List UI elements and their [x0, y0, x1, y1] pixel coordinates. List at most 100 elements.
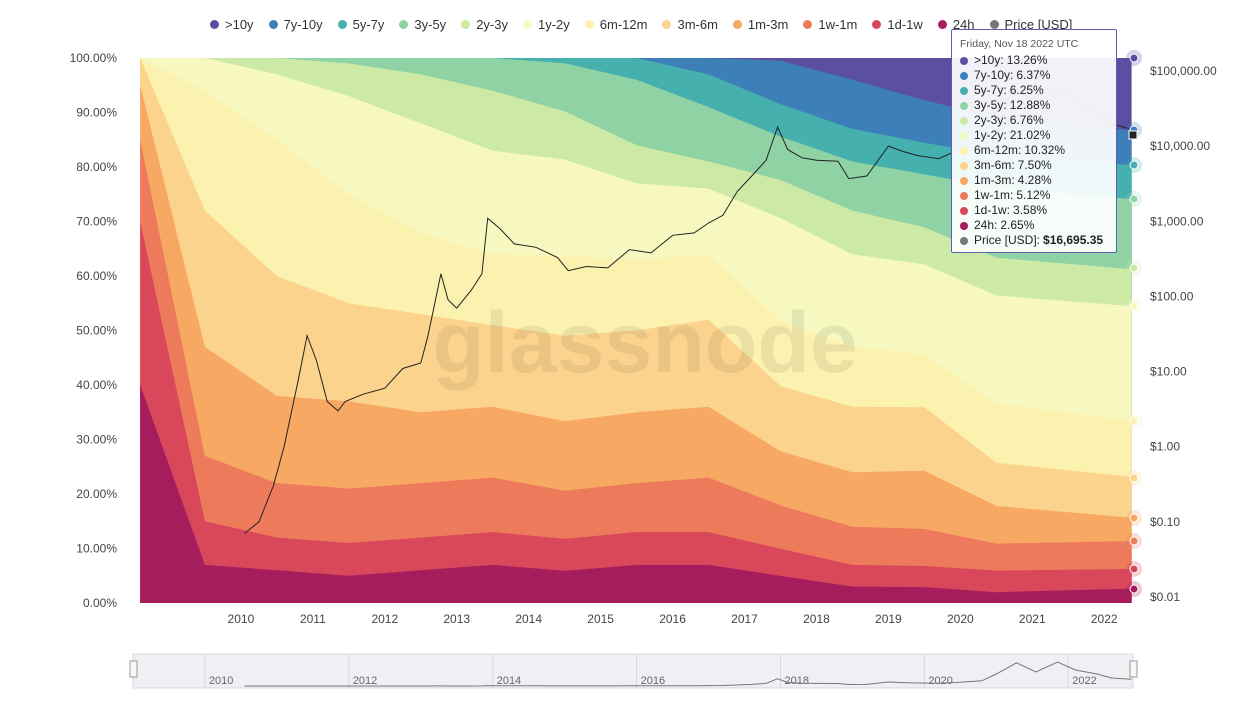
legend-item[interactable]: 1d-1w — [872, 17, 923, 32]
area-1w-1m — [140, 139, 1132, 604]
legend-dot-icon — [522, 20, 532, 29]
y-right-tick-label: $1.00 — [1150, 440, 1180, 454]
price-end-marker — [1128, 130, 1138, 140]
series-end-marker — [1129, 584, 1139, 594]
tooltip-row: 1y-2y: 21.02% — [960, 128, 1108, 143]
legend-item[interactable]: Price [USD] — [989, 17, 1072, 32]
y-left-tick-label: 40.00% — [76, 378, 117, 392]
legend-label: 1m-3m — [747, 17, 789, 32]
navigator-tick-label: 2014 — [497, 675, 521, 687]
tooltip-row: 6m-12m: 10.32% — [960, 143, 1108, 158]
y-left-tick-label: 80.00% — [76, 160, 117, 174]
tooltip-dot-icon — [960, 176, 968, 185]
y-right-tick-label: $0.01 — [1150, 590, 1180, 604]
tooltip-value: 6.37% — [1016, 68, 1051, 82]
x-tick-label: 2020 — [947, 612, 974, 626]
tooltip-dot-icon — [960, 146, 968, 155]
price-line — [244, 87, 1132, 534]
tooltip-row: 3m-6m: 7.50% — [960, 158, 1108, 173]
legend-item[interactable]: 1m-3m — [732, 17, 789, 32]
tooltip-dot-icon — [960, 56, 968, 65]
legend-label: 3m-6m — [677, 17, 718, 32]
tooltip-label: 1m-3m: — [974, 173, 1015, 187]
y-right-tick-label: $100.00 — [1150, 289, 1194, 303]
x-tick-label: 2022 — [1091, 612, 1118, 626]
legend-item[interactable]: >10y — [210, 17, 254, 32]
legend-item[interactable]: 24h — [937, 17, 975, 32]
tooltip-row: 1m-3m: 4.28% — [960, 173, 1108, 188]
x-tick-label: 2014 — [515, 612, 542, 626]
y-left-tick-label: 0.00% — [83, 596, 117, 610]
x-tick-label: 2019 — [875, 612, 902, 626]
tooltip-dot-icon — [960, 101, 968, 110]
series-end-marker — [1129, 194, 1139, 204]
chart-legend: >10y 7y-10y 5y-7y 3y-5y 2y-3y 1y-2y 6m-12m 3m-6… — [210, 17, 1072, 32]
navigator-tick-label: 2016 — [641, 675, 665, 687]
navigator-right-handle[interactable] — [1129, 660, 1138, 678]
y-left-tick-label: 100.00% — [70, 51, 118, 65]
navigator-tick-label: 2012 — [353, 675, 377, 687]
tooltip-value: 6.25% — [1009, 83, 1044, 97]
legend-dot-icon — [268, 20, 278, 29]
tooltip-value: 10.32% — [1024, 143, 1066, 157]
y-right-tick-label: $100,000.00 — [1150, 64, 1217, 78]
legend-dot-icon — [803, 20, 813, 29]
legend-dot-icon — [989, 20, 999, 29]
tooltip-dot-icon — [960, 161, 968, 170]
y-left-tick-label: 20.00% — [76, 487, 117, 501]
legend-label: 3y-5y — [414, 17, 447, 32]
legend-item[interactable]: 3y-5y — [399, 17, 446, 32]
x-tick-label: 2021 — [1019, 612, 1046, 626]
legend-dot-icon — [461, 20, 471, 29]
y-right-tick-label: $1,000.00 — [1150, 214, 1204, 228]
legend-item[interactable]: 2y-3y — [461, 17, 508, 32]
legend-label: 1y-2y — [537, 17, 570, 32]
y-left-tick-label: 10.00% — [76, 542, 117, 556]
y-left-tick-label: 30.00% — [76, 433, 117, 447]
legend-label: >10y — [225, 17, 254, 32]
tooltip-dot-icon — [960, 116, 968, 125]
x-tick-label: 2011 — [300, 612, 326, 626]
tooltip-row: 3y-5y: 12.88% — [960, 98, 1108, 113]
tooltip-value: 21.02% — [1009, 128, 1051, 142]
watermark: glassnode — [432, 295, 857, 391]
navigator-left-handle[interactable] — [129, 660, 138, 678]
legend-item[interactable]: 5y-7y — [337, 17, 384, 32]
tooltip-date: Friday, Nov 18 2022 UTC — [960, 38, 1079, 50]
series-end-marker — [1129, 473, 1139, 483]
tooltip-label: 1d-1w: — [974, 203, 1011, 217]
tooltip-rows: >10y: 13.26% 7y-10y: 6.37% 5y-7y: 6.25% 3y-5y:… — [960, 53, 1108, 248]
tooltip-row: 2y-3y: 6.76% — [960, 113, 1108, 128]
series-end-marker — [1129, 564, 1139, 574]
navigator-tick-label: 2018 — [784, 675, 808, 687]
tooltip-value: 2.65% — [1000, 218, 1035, 232]
tooltip-value: 12.88% — [1009, 98, 1051, 112]
y-right-tick-label: $10.00 — [1150, 365, 1187, 379]
legend-item[interactable]: 7y-10y — [268, 17, 323, 32]
series-end-marker — [1129, 513, 1139, 523]
navigator-track — [132, 653, 1134, 689]
legend-dot-icon — [872, 20, 882, 29]
y-left-tick-label: 60.00% — [76, 269, 117, 283]
legend-dot-icon — [937, 20, 947, 29]
navigator-tick-label: 2010 — [209, 675, 233, 687]
legend-item[interactable]: 1w-1m — [803, 17, 857, 32]
legend-dot-icon — [337, 20, 347, 29]
legend-item[interactable]: 3m-6m — [662, 17, 718, 32]
legend-dot-icon — [210, 20, 219, 29]
legend-label: 6m-12m — [599, 17, 648, 32]
tooltip-value: $16,695.35 — [1043, 233, 1104, 247]
legend-item[interactable]: 6m-12m — [584, 17, 648, 32]
y-right-tick-label: $0.10 — [1150, 515, 1180, 529]
legend-label: 7y-10y — [283, 17, 323, 32]
series-end-marker — [1129, 536, 1139, 546]
series-end-marker — [1129, 301, 1139, 311]
y-left-tick-label: 50.00% — [76, 324, 117, 338]
area-1m-3m — [140, 85, 1132, 604]
legend-item[interactable]: 1y-2y — [522, 17, 570, 32]
x-tick-label: 2010 — [228, 612, 255, 626]
tooltip-label: 1y-2y: — [974, 128, 1007, 142]
tooltip-dot-icon — [960, 236, 968, 245]
tooltip-row: 1w-1m: 5.12% — [960, 188, 1108, 203]
